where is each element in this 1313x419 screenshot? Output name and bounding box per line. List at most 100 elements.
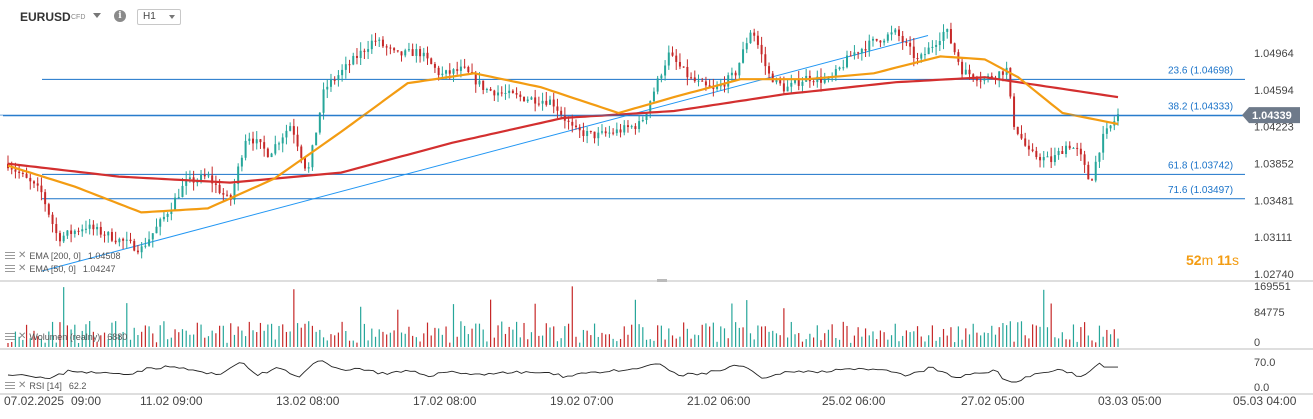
candle-body: [897, 29, 900, 36]
candle-body: [712, 87, 715, 89]
time-tick-label: 05.03 04:00: [1233, 394, 1297, 408]
candle-body: [181, 185, 184, 198]
candle-body: [753, 32, 756, 36]
candle-body: [1031, 149, 1034, 151]
candle-body: [630, 126, 633, 128]
time-tick-label: 17.02 08:00: [413, 394, 477, 408]
candle-body: [166, 214, 169, 217]
candle-body: [1035, 150, 1038, 158]
candle-body: [1094, 161, 1097, 181]
candle-body: [463, 66, 466, 68]
candle-body: [652, 91, 655, 102]
candle-body: [864, 49, 867, 51]
candle-body: [426, 52, 429, 59]
candle-body: [263, 142, 266, 149]
symbol-label[interactable]: EURUSD: [20, 10, 71, 24]
candle-body: [222, 193, 225, 195]
candle-body: [1091, 179, 1094, 181]
candle-body: [482, 80, 485, 90]
settings-icon[interactable]: [5, 252, 15, 260]
candle-body: [452, 69, 455, 74]
close-icon[interactable]: ✕: [18, 263, 27, 274]
countdown-minutes-unit: m: [1201, 252, 1214, 268]
candle-body: [118, 238, 121, 243]
candle-body: [1087, 164, 1090, 180]
candle-body: [114, 240, 117, 243]
close-icon[interactable]: ✕: [18, 331, 27, 342]
candle-body: [300, 146, 303, 158]
panel-resize-handle[interactable]: [657, 279, 667, 282]
price-tick-label: 1.04594: [1254, 85, 1294, 97]
volume-legend: ✕ Wolumen (realny) 6880: [5, 332, 127, 342]
candle-body: [318, 112, 321, 133]
candle-body: [868, 40, 871, 51]
price-tick-label: 1.02740: [1254, 269, 1294, 281]
candle-body: [248, 138, 251, 141]
candle-body: [240, 157, 243, 167]
candle-body: [107, 232, 110, 236]
settings-icon[interactable]: [5, 265, 15, 273]
candle-body: [875, 38, 878, 41]
candle-body: [771, 73, 774, 83]
candle-body: [1053, 155, 1056, 163]
candle-body: [110, 232, 113, 241]
candle-body: [55, 224, 58, 234]
rsi-tick-label: 0.0: [1254, 382, 1269, 394]
candle-body: [162, 216, 165, 220]
candle-body: [307, 167, 310, 169]
candle-body: [983, 78, 986, 81]
candle-body: [682, 66, 685, 68]
close-icon[interactable]: ✕: [18, 380, 27, 391]
candle-body: [437, 67, 440, 76]
timeframe-select[interactable]: H1: [137, 9, 181, 25]
candle-body: [704, 81, 707, 86]
candle-body: [136, 250, 139, 253]
candle-body: [333, 79, 336, 81]
settings-icon[interactable]: [5, 333, 15, 341]
candle-body: [504, 92, 507, 94]
candle-body: [155, 226, 158, 234]
ema50-legend: ✕ EMA [50, 0] 1.04247: [5, 264, 115, 274]
candle-body: [218, 184, 221, 194]
timeframe-value: H1: [143, 11, 156, 22]
candle-body: [88, 224, 91, 229]
candle-body: [1027, 145, 1030, 150]
candle-body: [348, 64, 351, 66]
info-icon[interactable]: i: [114, 10, 126, 22]
candle-body: [456, 69, 459, 71]
candle-countdown: 52m 11s: [1186, 252, 1239, 268]
candle-body: [430, 58, 433, 64]
candle-body: [597, 132, 600, 139]
candle-body: [523, 96, 526, 102]
candle-body: [148, 239, 151, 246]
candles-layer: [7, 22, 1119, 259]
candle-body: [25, 173, 28, 178]
candle-body: [188, 177, 191, 179]
candle-body: [537, 103, 540, 105]
candle-body: [845, 55, 848, 68]
candle-body: [467, 67, 470, 73]
candle-body: [912, 46, 915, 58]
volume-tick-label: 0: [1254, 337, 1260, 349]
fib-level-label: 71.6 (1.03497): [1168, 185, 1233, 196]
candle-body: [541, 100, 544, 104]
candle-body: [545, 100, 548, 105]
close-icon[interactable]: ✕: [18, 250, 27, 261]
time-tick-label: 27.02 05:00: [961, 394, 1025, 408]
candle-body: [77, 230, 80, 232]
candle-body: [801, 81, 804, 86]
candle-body: [1039, 157, 1042, 161]
current-price-tag: [1242, 107, 1300, 124]
candle-body: [656, 78, 659, 92]
symbol-dropdown-icon[interactable]: [93, 13, 101, 18]
candle-body: [344, 64, 347, 70]
candle-body: [58, 233, 61, 242]
fib-level-label: 23.6 (1.04698): [1168, 65, 1233, 76]
candle-body: [797, 79, 800, 86]
candle-body: [530, 97, 533, 100]
candle-body: [812, 81, 815, 83]
candle-body: [1076, 147, 1079, 149]
settings-icon[interactable]: [5, 382, 15, 390]
candle-body: [363, 50, 366, 52]
